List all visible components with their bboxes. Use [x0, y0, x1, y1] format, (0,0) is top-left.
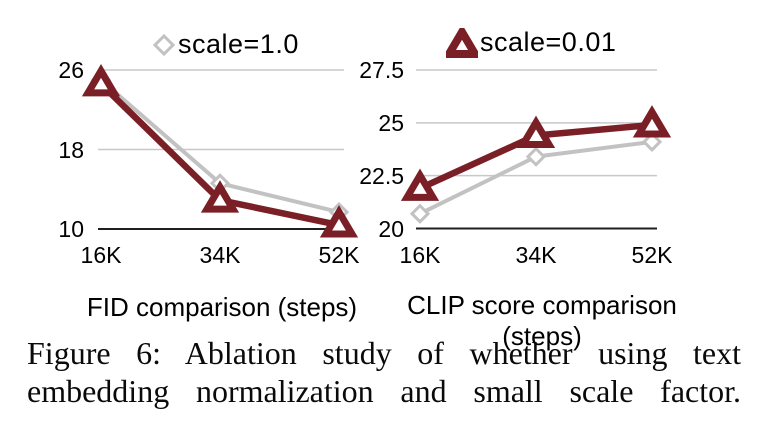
- marker-triangle: [400, 168, 440, 201]
- marker-diamond: [525, 146, 547, 167]
- marker-triangle: [319, 205, 359, 238]
- legend-label-scale-0.01: scale=0.01: [480, 27, 617, 57]
- caption-line-1: Figure 6: Ablation study of whether usin…: [27, 335, 741, 371]
- fid-y-tick-label: 10: [58, 216, 84, 242]
- legend-label-scale-1.0: scale=1.0: [178, 29, 299, 59]
- clip-axis-title: CLIP score comparison (steps): [407, 290, 677, 351]
- marker-triangle: [632, 105, 672, 138]
- fid-x-tick-label: 16K: [80, 242, 122, 268]
- fid-axis-title: FID comparison (steps): [86, 292, 358, 322]
- marker-triangle: [81, 64, 121, 97]
- clip-x-tick-label: 16K: [399, 242, 441, 268]
- legend-scale-0.01: scale=0.01: [446, 27, 616, 58]
- fid-x-tick-label: 52K: [318, 242, 360, 268]
- caption-line-2: embedding normalization and small scale …: [27, 373, 741, 409]
- clip-x-tick-label: 52K: [631, 242, 673, 268]
- marker-triangle: [516, 115, 556, 149]
- clip-y-tick-label: 22.5: [359, 162, 404, 189]
- fid-y-tick-label: 26: [58, 57, 84, 83]
- clip-x-tick-label: 34K: [515, 242, 557, 268]
- legend-scale-1.0: scale=1.0: [152, 29, 299, 60]
- clip-y-tick-label: 25: [378, 109, 404, 136]
- fid-x-tick-label: 34K: [199, 242, 241, 268]
- marker-diamond: [641, 131, 663, 152]
- marker-triangle: [200, 180, 240, 213]
- clip-y-tick-label: 27.5: [359, 57, 404, 83]
- triangle-marker-icon: [446, 27, 478, 58]
- clip-y-tick-label: 20: [378, 215, 404, 242]
- charts-canvas: [81, 64, 672, 238]
- diamond-marker-icon: [152, 33, 176, 56]
- figure-caption: Figure 6: Ablation study of whether usin…: [27, 334, 741, 410]
- fid-y-tick-label: 18: [58, 136, 84, 163]
- marker-diamond: [409, 203, 431, 224]
